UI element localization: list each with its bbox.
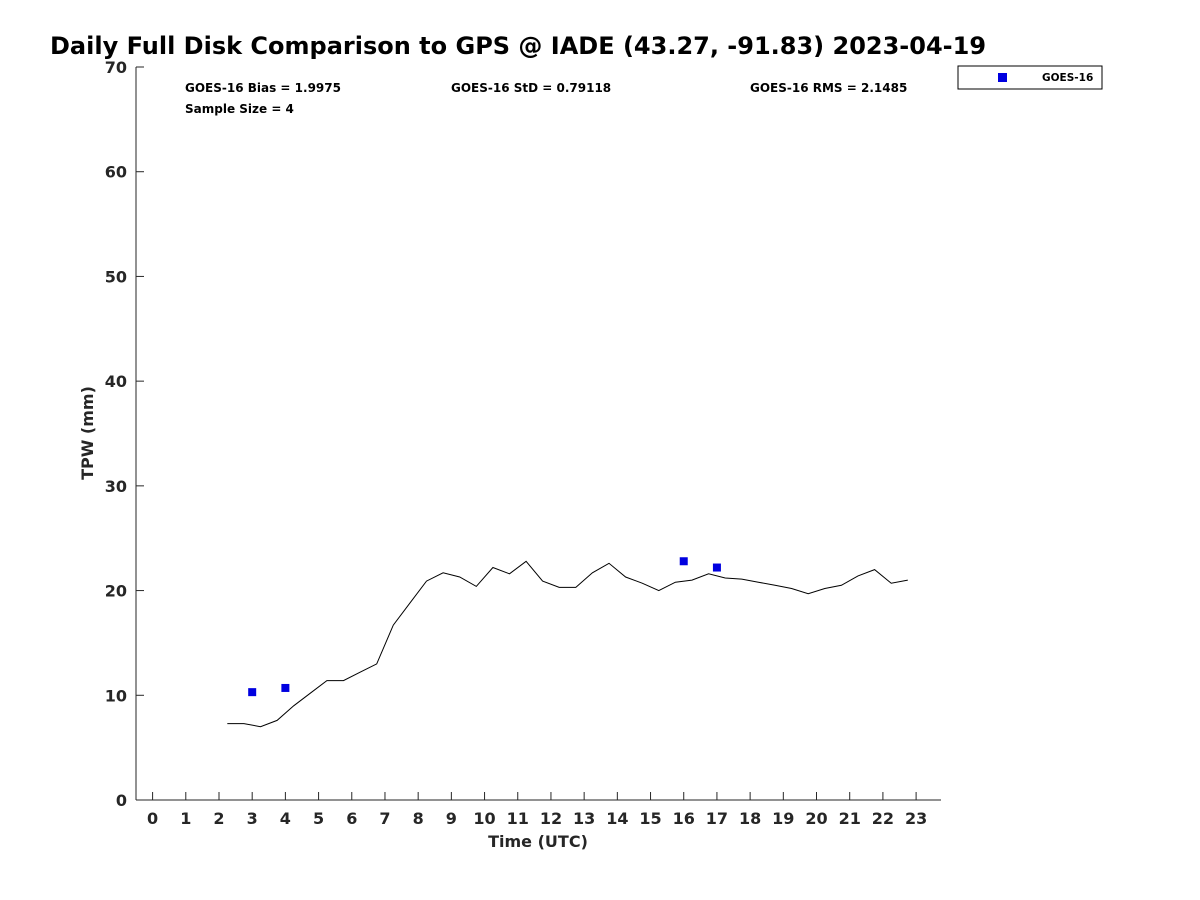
x-tick-label: 15 [639, 809, 661, 828]
y-tick-label: 20 [105, 582, 127, 601]
goes-16-data-point [248, 688, 257, 697]
plot-area [227, 557, 908, 728]
tick-marks: 0 1 2 3 4 5 6 7 8 9 10 11 12 13 14 15 16 17 18 19 20 21 22 2301… [105, 58, 928, 828]
x-tick-label: 16 [673, 809, 695, 828]
x-tick-label: 3 [247, 809, 258, 828]
x-tick-label: 1 [180, 809, 191, 828]
sample-size-stat: Sample Size = 4 [185, 102, 294, 116]
legend-box [957, 65, 1103, 90]
std-stat: GOES-16 StD = 0.79118 [451, 81, 611, 95]
y-tick-label: 30 [105, 477, 127, 496]
x-tick-label: 2 [213, 809, 224, 828]
x-tick-label: 6 [346, 809, 357, 828]
x-tick-label: 4 [280, 809, 291, 828]
legend-marker-goes-16 [998, 73, 1007, 82]
x-tick-label: 21 [839, 809, 861, 828]
y-tick-label: 0 [116, 791, 127, 810]
x-tick-label: 10 [473, 809, 495, 828]
goes-16-data-point [679, 557, 688, 566]
y-tick-label: 10 [105, 686, 127, 705]
y-tick-label: 40 [105, 372, 127, 391]
x-tick-label: 5 [313, 809, 324, 828]
x-tick-label: 11 [507, 809, 529, 828]
x-tick-label: 20 [805, 809, 827, 828]
chart-title: Daily Full Disk Comparison to GPS @ IADE… [50, 32, 986, 60]
bias-stat: GOES-16 Bias = 1.9975 [185, 81, 341, 95]
x-tick-label: 14 [606, 809, 628, 828]
legend: GOES-16 [957, 65, 1103, 90]
legend-label-goes-16: GOES-16 [1042, 72, 1093, 84]
x-tick-label: 19 [772, 809, 794, 828]
x-axis-label: Time (UTC) [488, 832, 588, 851]
x-tick-label: 22 [872, 809, 894, 828]
x-tick-label: 7 [379, 809, 390, 828]
y-axis-label: TPW (mm) [78, 386, 97, 480]
y-tick-label: 70 [105, 58, 127, 77]
goes-16-data-point [281, 683, 290, 692]
y-tick-label: 60 [105, 163, 127, 182]
rms-stat: GOES-16 RMS = 2.1485 [750, 81, 907, 95]
axes [135, 67, 941, 801]
gps-tpw-line [227, 560, 908, 728]
x-tick-label: 12 [540, 809, 562, 828]
x-tick-label: 8 [413, 809, 424, 828]
x-tick-label: 13 [573, 809, 595, 828]
x-tick-label: 0 [147, 809, 158, 828]
y-tick-label: 50 [105, 267, 127, 286]
x-tick-label: 9 [446, 809, 457, 828]
x-tick-label: 18 [739, 809, 761, 828]
x-tick-label: 17 [706, 809, 728, 828]
goes-16-data-point [712, 563, 721, 572]
x-tick-label: 23 [905, 809, 927, 828]
